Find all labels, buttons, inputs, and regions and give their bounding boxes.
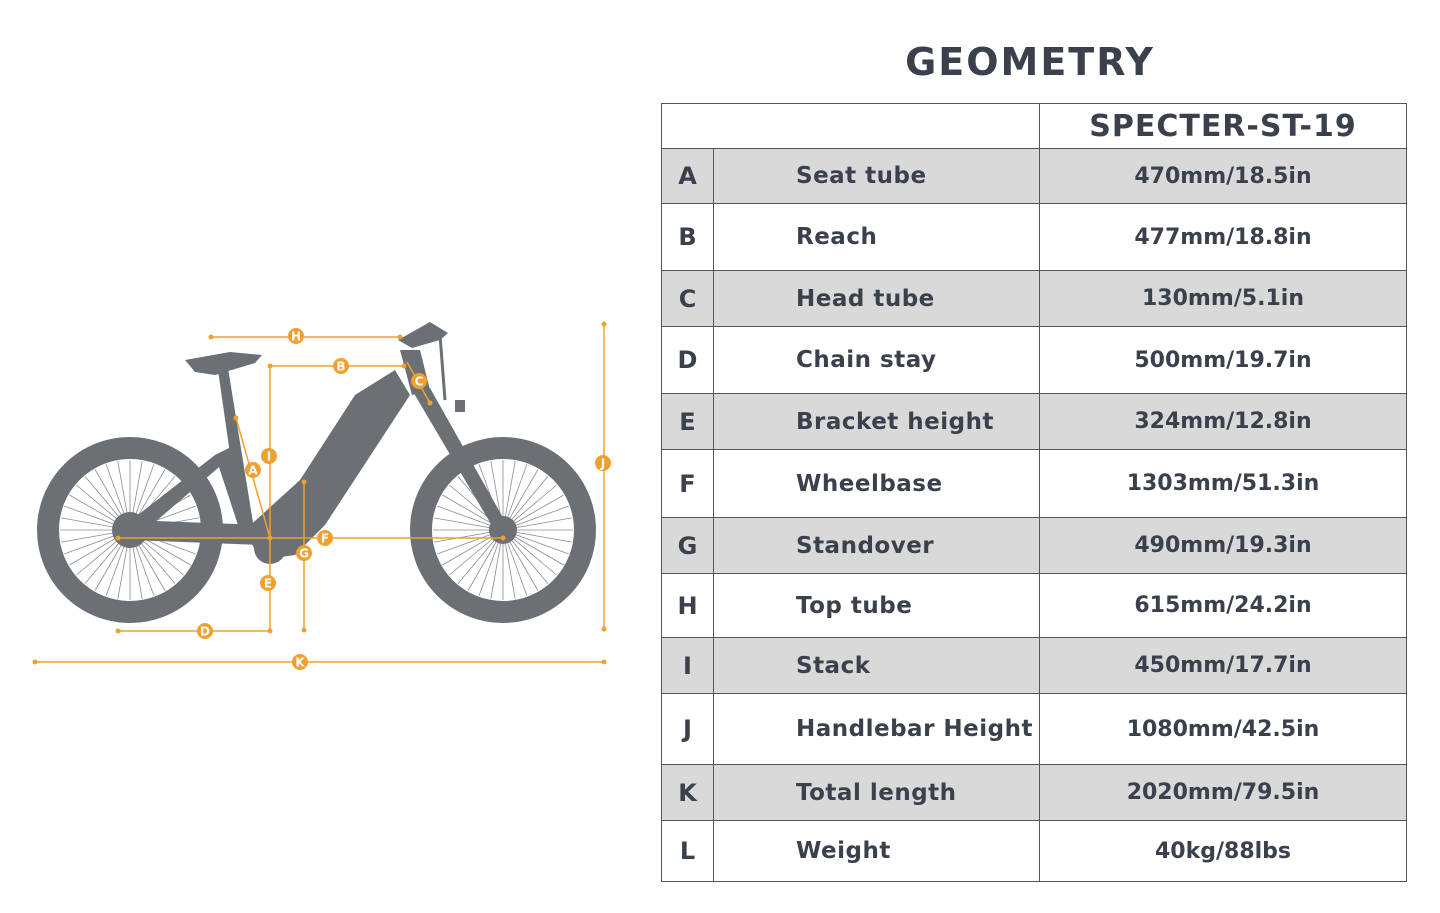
label-letter: J xyxy=(600,457,605,471)
row-value: 2020mm/79.5in xyxy=(1039,764,1407,821)
dimension-label-G: G xyxy=(296,545,312,561)
dimension-label-F: F xyxy=(317,530,333,546)
row-value: 1080mm/42.5in xyxy=(1039,693,1407,765)
row-label: Head tube xyxy=(713,270,1040,327)
row-value: 477mm/18.8in xyxy=(1039,203,1407,271)
row-value: 470mm/18.5in xyxy=(1039,148,1407,204)
handlebar xyxy=(398,322,448,348)
row-value: 324mm/12.8in xyxy=(1039,393,1407,450)
label-letter: F xyxy=(321,532,329,546)
table-row: D Chain stay 500mm/19.7in xyxy=(661,326,1407,394)
table-row: K Total length 2020mm/79.5in xyxy=(661,764,1407,821)
row-letter: J xyxy=(661,693,714,765)
label-marker xyxy=(411,373,427,389)
dimension-label-B: B xyxy=(333,358,349,374)
row-letter: B xyxy=(661,203,714,271)
dimension-label-K: K xyxy=(292,654,308,670)
fork xyxy=(412,388,510,536)
table-row: B Reach 477mm/18.8in xyxy=(661,203,1407,271)
front-wheel xyxy=(410,437,596,623)
row-value: 450mm/17.7in xyxy=(1039,637,1407,694)
row-value: 40kg/88lbs xyxy=(1039,820,1407,882)
row-value: 615mm/24.2in xyxy=(1039,573,1407,638)
label-marker xyxy=(197,623,213,639)
dimension-label-A: A xyxy=(245,462,261,478)
label-marker xyxy=(245,462,261,478)
table-row: A Seat tube 470mm/18.5in xyxy=(661,148,1407,204)
row-letter: D xyxy=(661,326,714,394)
label-letter: C xyxy=(415,375,424,389)
table-row: E Bracket height 324mm/12.8in xyxy=(661,393,1407,450)
row-label: Wheelbase xyxy=(713,449,1040,518)
dimension-lines xyxy=(32,321,607,665)
label-marker xyxy=(333,358,349,374)
row-letter: E xyxy=(661,393,714,450)
row-letter: K xyxy=(661,764,714,821)
row-label: Reach xyxy=(713,203,1040,271)
label-letter: B xyxy=(336,360,345,374)
label-letter: E xyxy=(264,577,272,591)
seat xyxy=(185,352,262,375)
label-marker xyxy=(595,455,611,471)
row-value: 500mm/19.7in xyxy=(1039,326,1407,394)
row-value: 130mm/5.1in xyxy=(1039,270,1407,327)
row-label: Bracket height xyxy=(713,393,1040,450)
dimension-label-E: E xyxy=(260,575,276,591)
row-value: 1303mm/51.3in xyxy=(1039,449,1407,518)
row-letter: A xyxy=(661,148,714,204)
table-row: G Standover 490mm/19.3in xyxy=(661,517,1407,574)
row-label: Total length xyxy=(713,764,1040,821)
row-label: Weight xyxy=(713,820,1040,882)
label-letter: K xyxy=(295,656,305,670)
row-label: Handlebar Height xyxy=(713,693,1040,765)
label-letter: G xyxy=(299,547,309,561)
row-value: 490mm/19.3in xyxy=(1039,517,1407,574)
rear-shock xyxy=(215,445,250,525)
row-label: Stack xyxy=(713,637,1040,694)
label-marker xyxy=(261,448,277,464)
label-letter: A xyxy=(248,464,258,478)
row-letter: L xyxy=(661,820,714,882)
row-label: Top tube xyxy=(713,573,1040,638)
label-marker xyxy=(296,545,312,561)
table-row: J Handlebar Height 1080mm/42.5in xyxy=(661,693,1407,765)
label-letter: D xyxy=(200,625,210,639)
dimension-label-D: D xyxy=(197,623,213,639)
down-tube xyxy=(245,370,410,560)
label-marker xyxy=(317,530,333,546)
label-letter: I xyxy=(267,450,271,464)
bike-geometry-diagram: H B C IA J FG E D K xyxy=(32,321,611,670)
dimension-label-I: I xyxy=(261,448,277,464)
seat-stay xyxy=(125,455,225,535)
table-row: F Wheelbase 1303mm/51.3in xyxy=(661,449,1407,518)
dimension-label-J: J xyxy=(595,455,611,471)
geometry-table: SPECTER-ST-19 A Seat tube 470mm/18.5in B Rea… xyxy=(661,103,1407,882)
row-letter: F xyxy=(661,449,714,518)
table-row: C Head tube 130mm/5.1in xyxy=(661,270,1407,327)
dimension-label-H: H xyxy=(288,328,304,344)
table-row: L Weight 40kg/88lbs xyxy=(661,820,1407,882)
header-empty-cell xyxy=(661,103,1040,149)
page-title: GEOMETRY xyxy=(905,40,1155,84)
row-label: Chain stay xyxy=(713,326,1040,394)
label-marker xyxy=(288,328,304,344)
row-letter: C xyxy=(661,270,714,327)
row-letter: H xyxy=(661,573,714,638)
dimension-label-C: C xyxy=(411,373,427,389)
row-letter: I xyxy=(661,637,714,694)
model-header: SPECTER-ST-19 xyxy=(1039,103,1407,149)
table-row: H Top tube 615mm/24.2in xyxy=(661,573,1407,638)
row-label: Standover xyxy=(713,517,1040,574)
bike-silhouette xyxy=(37,322,596,623)
row-label: Seat tube xyxy=(713,148,1040,204)
label-letter: H xyxy=(291,330,301,344)
table-row: I Stack 450mm/17.7in xyxy=(661,637,1407,694)
row-letter: G xyxy=(661,517,714,574)
label-marker xyxy=(260,575,276,591)
label-marker xyxy=(292,654,308,670)
